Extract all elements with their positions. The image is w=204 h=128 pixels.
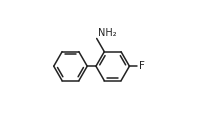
Text: F: F [138,61,144,71]
Text: NH₂: NH₂ [97,28,116,38]
